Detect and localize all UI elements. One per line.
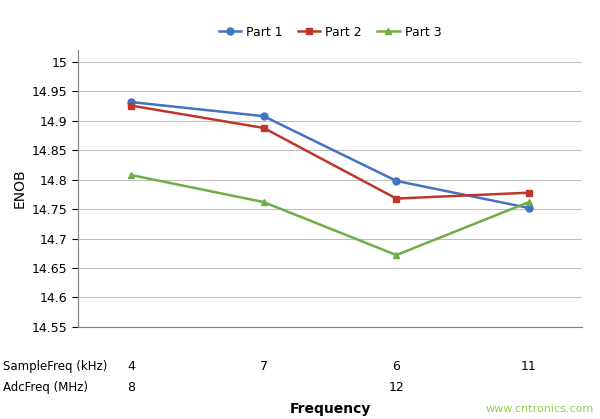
Part 2 bbox=[393, 196, 400, 201]
Text: 6: 6 bbox=[392, 360, 400, 373]
Part 1 bbox=[393, 178, 400, 184]
Line: Part 2: Part 2 bbox=[128, 102, 532, 202]
Part 2 bbox=[127, 103, 134, 108]
Y-axis label: ENOB: ENOB bbox=[12, 169, 26, 208]
Text: 12: 12 bbox=[388, 381, 404, 394]
Part 1 bbox=[526, 205, 533, 210]
Text: Frequency: Frequency bbox=[289, 401, 371, 416]
Text: 4: 4 bbox=[127, 360, 135, 373]
Part 3 bbox=[127, 173, 134, 178]
Part 3 bbox=[393, 253, 400, 258]
Part 1 bbox=[127, 100, 134, 105]
Text: 7: 7 bbox=[260, 360, 268, 373]
Part 2 bbox=[260, 125, 267, 130]
Part 3 bbox=[526, 199, 533, 204]
Text: www.cntronics.com: www.cntronics.com bbox=[486, 403, 594, 414]
Line: Part 3: Part 3 bbox=[128, 171, 532, 259]
Part 1 bbox=[260, 114, 267, 119]
Line: Part 1: Part 1 bbox=[128, 98, 532, 212]
Text: SampleFreq (kHz): SampleFreq (kHz) bbox=[3, 360, 107, 373]
Text: AdcFreq (MHz): AdcFreq (MHz) bbox=[3, 381, 88, 394]
Part 2 bbox=[526, 190, 533, 195]
Text: 11: 11 bbox=[521, 360, 537, 373]
Part 3 bbox=[260, 199, 267, 204]
Text: 8: 8 bbox=[127, 381, 135, 394]
Legend: Part 1, Part 2, Part 3: Part 1, Part 2, Part 3 bbox=[214, 21, 446, 44]
